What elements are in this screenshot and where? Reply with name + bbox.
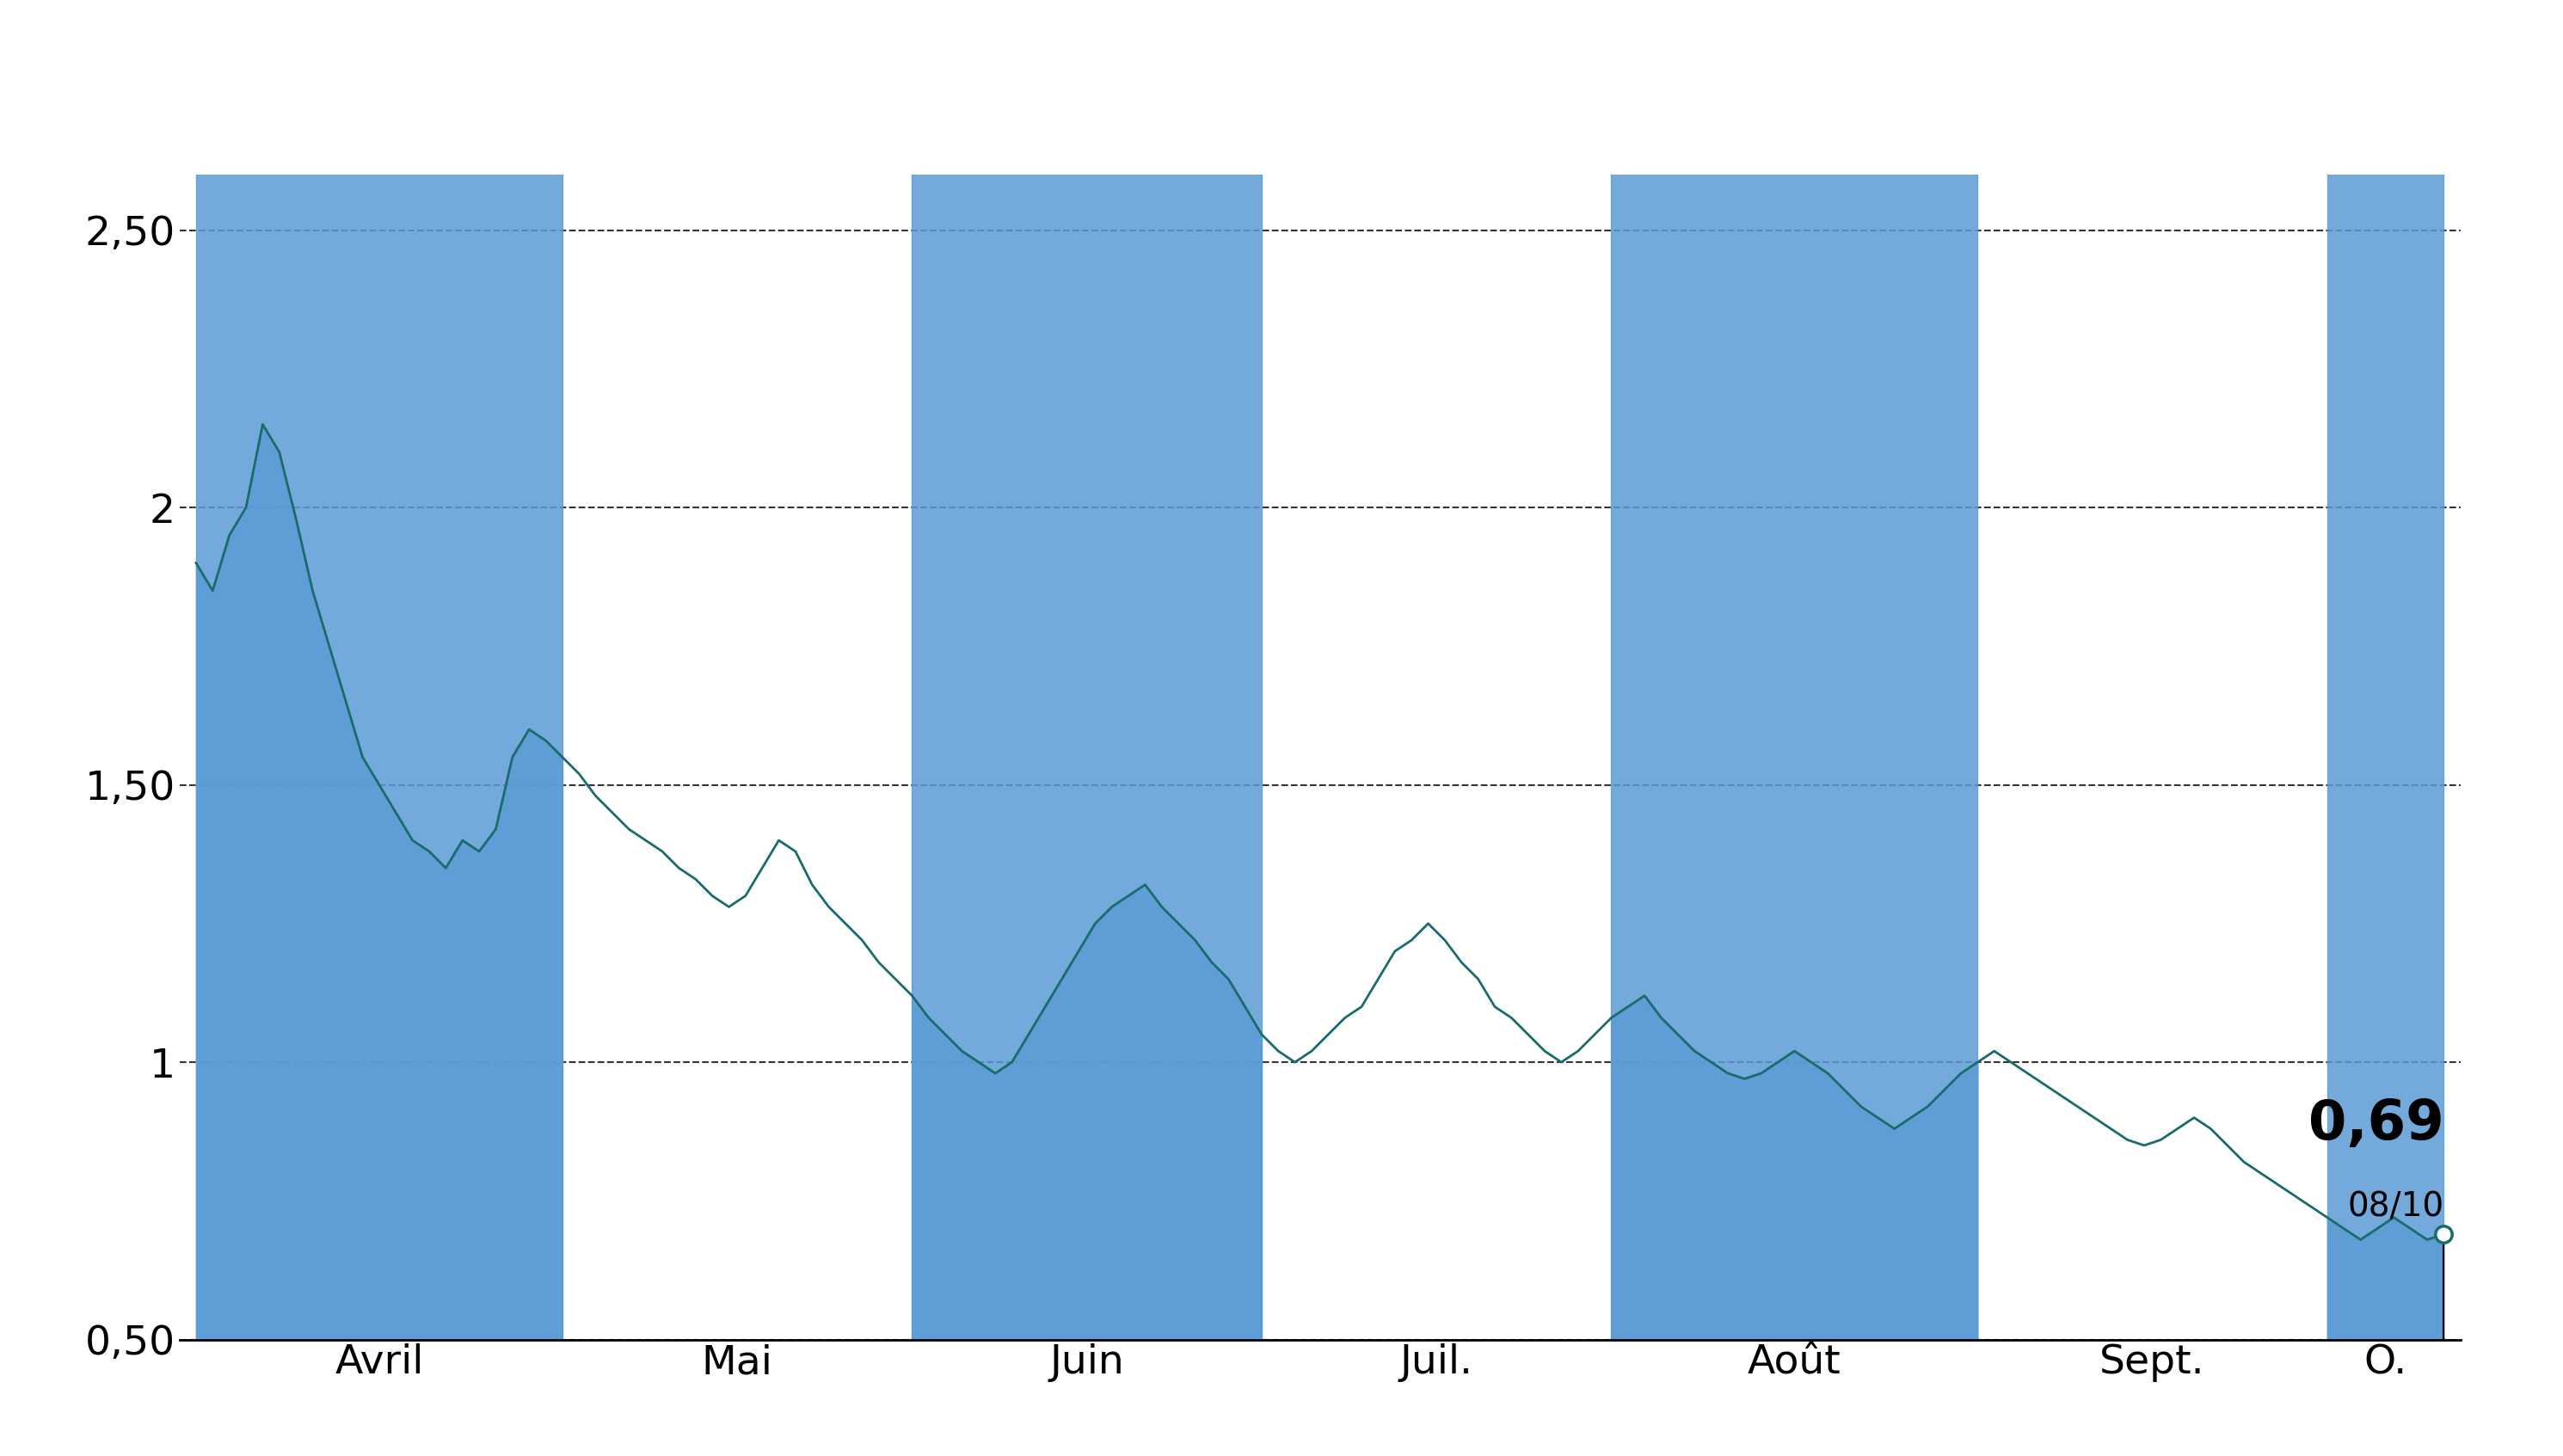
Text: 08/10: 08/10	[2348, 1191, 2445, 1223]
Text: 0,69: 0,69	[2309, 1098, 2445, 1150]
Text: Engine Gaming and Media, Inc.: Engine Gaming and Media, Inc.	[738, 54, 1825, 114]
